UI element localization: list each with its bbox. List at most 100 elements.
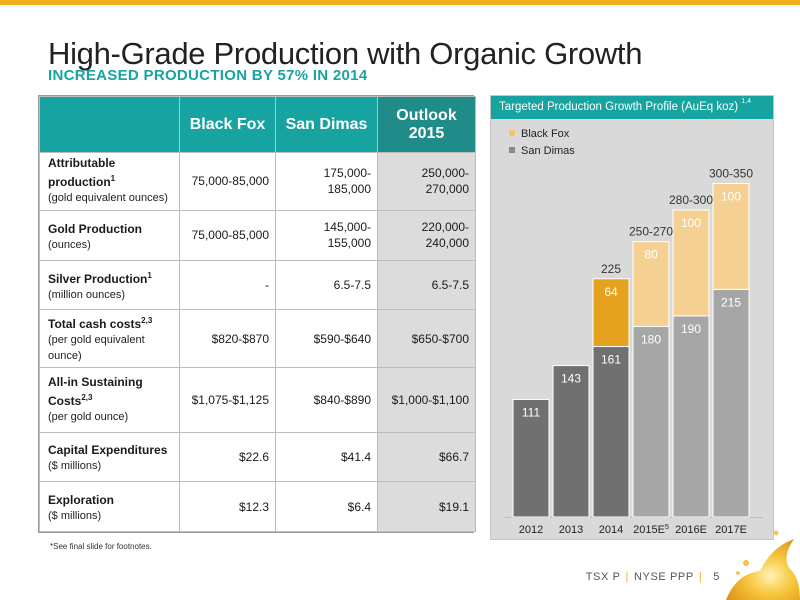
footer-tickers: TSX P | NYSE PPP | 5	[586, 571, 720, 583]
footer-separator: |	[698, 571, 703, 583]
table-cell: $41.4	[275, 431, 378, 483]
row-label-sub: (gold equivalent ounces)	[48, 192, 168, 205]
row-label-sup: 2,3	[141, 316, 153, 326]
table-cell: 250,000-270,000	[377, 152, 476, 211]
bar-black-fox-2017E	[712, 182, 750, 290]
bar-black-fox-2016E	[672, 209, 710, 317]
table-row: Capital Expenditures ($ millions) $22.6 $41…	[39, 431, 476, 483]
row-label-main: Attributable production1	[48, 156, 115, 189]
x-tick-label-2016E: 2016E	[675, 524, 707, 536]
row-label-main: Silver Production1	[48, 270, 152, 286]
row-label: Exploration ($ millions)	[39, 481, 180, 532]
table-cell: $6.4	[275, 481, 378, 532]
data-label-san-dimas-2015E: 180	[641, 332, 661, 346]
row-label: Gold Production (ounces)	[39, 209, 180, 261]
data-label-black-fox-2014: 64	[604, 285, 618, 299]
table-cell: 145,000-155,000	[275, 209, 378, 261]
row-label-text: Attributable production	[48, 156, 116, 190]
bar-black-fox-2014	[592, 278, 630, 348]
data-label-black-fox-2017E: 100	[721, 189, 741, 203]
row-label-text: All-in Sustaining Costs	[48, 374, 143, 408]
row-label-sup: 1	[147, 270, 152, 280]
legend-san-dimas: San Dimas	[509, 145, 575, 157]
total-label-2015E: 250-270	[629, 225, 673, 239]
col-header-san-dimas: San Dimas	[275, 96, 378, 153]
table-cell: -	[179, 259, 276, 311]
page-number: 5	[713, 571, 720, 583]
total-label-2016E: 280-300	[669, 193, 713, 207]
table-cell: $590-$640	[275, 309, 378, 369]
table-row: Attributable production1 (gold equivalent…	[39, 152, 476, 211]
table-cell: $22.6	[179, 431, 276, 483]
chart-title-text: Targeted Production Growth Profile (AuEq…	[499, 101, 739, 113]
col-header-outlook: Outlook 2015	[377, 96, 476, 153]
ticker-tsx: TSX P	[585, 571, 621, 583]
bar-san-dimas-2015E	[632, 325, 670, 518]
data-label-san-dimas-2016E: 190	[681, 322, 701, 336]
table-cell: $820-$870	[179, 309, 276, 369]
x-tick-label-sup: 5	[665, 524, 669, 531]
table-row: All-in Sustaining Costs2,3 (per gold ounc…	[39, 367, 476, 433]
x-tick-label-2017E: 2017E	[715, 524, 747, 536]
legend-label-san-dimas: San Dimas	[521, 145, 575, 157]
data-label-san-dimas-2017E: 215	[721, 295, 741, 309]
row-label-sub: (per gold equivalent ounce)	[48, 334, 145, 363]
row-label-text: Gold Production	[48, 221, 142, 236]
row-label-main: All-in Sustaining Costs2,3	[48, 375, 143, 408]
row-label-text: Silver Production	[48, 271, 148, 286]
table-header-blank	[39, 96, 180, 153]
row-label-text: Exploration	[48, 493, 115, 508]
chart-title: Targeted Production Growth Profile (AuEq…	[491, 96, 773, 119]
table-cell: 75,000-85,000	[179, 152, 276, 211]
table-cell: $66.7	[377, 431, 476, 483]
table-row: Total cash costs2,3 (per gold equivalent …	[39, 309, 476, 369]
row-label-main: Exploration	[48, 493, 114, 507]
bar-san-dimas-2013	[552, 365, 590, 518]
table-row: Silver Production1 (million ounces) -6.5-7…	[39, 259, 476, 311]
x-tick-label-2015E: 2015E5	[633, 524, 669, 536]
slide-subtitle: INCREASED PRODUCTION BY 57% IN 2014	[48, 67, 368, 84]
bar-black-fox-2015E	[632, 241, 670, 327]
table-cell: 220,000-240,000	[377, 209, 476, 261]
bar-san-dimas-2014	[592, 346, 630, 518]
row-label-text: Total cash costs	[48, 317, 142, 332]
gold-splash-graphic	[726, 530, 800, 600]
table-cell: 6.5-7.5	[275, 259, 378, 311]
legend-label-black-fox: Black Fox	[521, 128, 570, 140]
bar-san-dimas-2016E	[672, 315, 710, 518]
row-label: Attributable production1 (gold equivalent…	[39, 152, 180, 211]
total-label-2014: 225	[601, 262, 621, 276]
bar-san-dimas-2012	[512, 398, 550, 518]
row-label-sub: ($ millions)	[48, 460, 102, 473]
production-chart: 111 2012 143 2013 161 64 225 2014 180 80 250-270 20…	[505, 166, 763, 536]
legend-black-fox: Black Fox	[509, 128, 569, 140]
row-label-sub: (ounces)	[48, 238, 91, 251]
row-label-text: Capital Expenditures	[48, 443, 168, 458]
bar-san-dimas-2017E	[712, 288, 750, 518]
table-row: Exploration ($ millions) $12.3 $6.4 $19.1	[39, 481, 476, 532]
row-label: Capital Expenditures ($ millions)	[39, 431, 180, 483]
footer-separator: |	[625, 571, 629, 583]
table-cell: $1,000-$1,100	[377, 367, 476, 433]
table-footnote: *See final slide for footnotes.	[50, 542, 152, 551]
x-tick-label-2012: 2012	[519, 524, 543, 536]
x-tick-label-2013: 2013	[559, 524, 583, 536]
legend-swatch-black-fox	[509, 130, 515, 137]
row-label-sub: ($ millions)	[48, 510, 102, 523]
row-label-sub: (million ounces)	[48, 288, 126, 301]
outlook-table: Black Fox San Dimas Outlook 2015 Attribu…	[38, 95, 476, 533]
legend-swatch-san-dimas	[509, 147, 515, 154]
row-label: Silver Production1 (million ounces)	[39, 259, 180, 311]
table-cell: $840-$890	[275, 367, 378, 433]
table-cell: 175,000-185,000	[275, 152, 378, 211]
table-cell: $1,075-$1,125	[179, 367, 276, 433]
table-cell: $650-$700	[377, 309, 476, 369]
top-accent-bar	[0, 0, 800, 5]
data-label-san-dimas-2013: 143	[561, 372, 581, 386]
table-cell: 75,000-85,000	[179, 209, 276, 261]
row-label: Total cash costs2,3 (per gold equivalent …	[39, 309, 180, 369]
slide-title: High-Grade Production with Organic Growt…	[48, 36, 643, 71]
table-cell: $19.1	[377, 481, 476, 532]
ticker-nyse: NYSE PPP	[633, 571, 694, 583]
total-label-2017E: 300-350	[709, 166, 753, 180]
